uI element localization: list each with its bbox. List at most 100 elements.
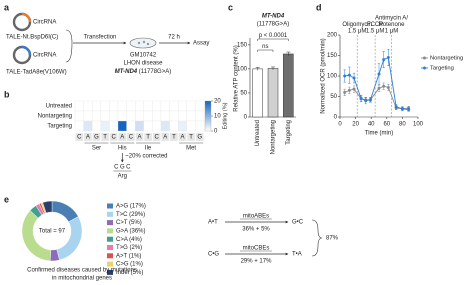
x-tick-label: Targeting — [286, 120, 292, 145]
legend-label: G>A (36%) — [116, 228, 146, 234]
panel-label: b — [4, 89, 10, 99]
share: 36% + 5% — [242, 227, 270, 233]
pie-slice — [42, 200, 53, 214]
heat-cell — [83, 120, 93, 132]
base-box — [178, 133, 187, 141]
base-letter: T — [103, 135, 107, 141]
colorbar — [204, 100, 212, 132]
heat-cell — [92, 100, 101, 112]
y-tick-label: 100 — [237, 66, 248, 72]
bracket — [65, 29, 73, 63]
heat-cell — [178, 120, 187, 132]
legend-swatch — [107, 211, 113, 217]
data-point — [382, 58, 386, 62]
data-point — [382, 84, 386, 88]
significance-label: p < 0.0001 — [259, 33, 288, 39]
construct-label: CircRNA — [33, 20, 56, 26]
base-pair: A•T — [208, 220, 218, 226]
series-line — [344, 56, 409, 111]
data-point — [377, 72, 381, 76]
colorbar-tick-label: 20 — [214, 99, 221, 105]
heat-cell — [169, 120, 179, 132]
amino-acid: Ile — [145, 146, 152, 152]
legend-label: C>A (4%) — [116, 237, 142, 243]
pie-slice — [21, 210, 52, 262]
base-letter: C — [129, 135, 134, 141]
base-letter: A — [120, 135, 124, 141]
heat-cell — [100, 110, 110, 122]
editor-scheme: A•T mitoABEs 36% + 5% G•C C•G mitoCBEs 2… — [208, 214, 339, 265]
heat-cell — [117, 120, 127, 132]
amino-acid: His — [118, 146, 127, 152]
x-tick-label: 0 — [338, 122, 342, 128]
legend-label: A>G (17%) — [116, 204, 146, 210]
cell — [146, 42, 150, 46]
base-letter: T — [172, 135, 176, 141]
x-axis-label: Time (min) — [365, 131, 393, 137]
data-point — [386, 85, 390, 89]
pie-slice — [56, 216, 83, 261]
heat-cell — [152, 110, 162, 122]
base-letter: A — [163, 135, 167, 141]
base-box — [84, 133, 92, 141]
significance-label: ns — [262, 44, 268, 50]
heat-cell — [152, 100, 162, 112]
heat-cell — [74, 120, 84, 132]
legend-swatch — [107, 228, 113, 234]
heat-cell — [186, 110, 196, 122]
panel-label: c — [228, 2, 233, 12]
heat-cell — [178, 110, 187, 122]
base-box — [118, 133, 127, 141]
legend-swatch — [107, 220, 113, 226]
base-letter: G — [197, 135, 202, 141]
heat-cell — [135, 100, 144, 112]
edited-base: G — [120, 165, 125, 171]
error-bar — [255, 67, 260, 71]
bar — [283, 53, 294, 118]
dish — [129, 37, 157, 49]
heat-cell — [126, 100, 136, 112]
heat-cell — [74, 110, 84, 122]
legend-label: Targeting — [430, 66, 454, 72]
data-point — [352, 87, 356, 91]
heat-cell — [83, 110, 93, 122]
injection-label: Rotenone — [378, 22, 405, 28]
legend-marker — [423, 66, 426, 70]
base-box — [109, 133, 118, 141]
heat-cell — [160, 100, 170, 112]
plasmid-insert — [21, 12, 32, 23]
base-box — [170, 133, 178, 141]
cell-line: GM10742 — [130, 53, 157, 59]
base-box — [195, 133, 204, 141]
data-point — [352, 76, 356, 80]
heat-cell — [152, 120, 162, 132]
data-point — [347, 88, 351, 92]
legend-swatch — [107, 203, 113, 209]
x-tick-label: 40 — [368, 122, 375, 128]
panel-label: d — [316, 2, 322, 12]
heat-cell — [126, 120, 136, 132]
y-tick-label: 150 — [237, 42, 248, 48]
x-tick-label: 100 — [413, 122, 424, 128]
base-pair: C•G — [208, 252, 219, 258]
chart-title: MT-ND4 — [262, 14, 285, 20]
heat-cell — [100, 120, 110, 132]
amino-acid: Arg — [118, 174, 127, 180]
share: 29% + 17% — [241, 259, 273, 265]
heat-cell — [109, 120, 119, 132]
legend-label: Indel (5%) — [116, 270, 143, 276]
heat-cell — [169, 100, 179, 112]
heat-cell — [92, 120, 101, 132]
data-point — [407, 108, 411, 112]
amino-acid: Ser — [92, 146, 101, 152]
cell — [137, 41, 141, 45]
legend-label: C>T (5%) — [116, 220, 142, 226]
x-tick-label: Untreated — [255, 120, 261, 146]
base-box — [144, 133, 152, 141]
heat-cell — [143, 120, 153, 132]
base-box — [92, 133, 101, 141]
error-bar — [271, 66, 275, 70]
injection-label: 1.5 μM — [366, 29, 384, 35]
y-tick-label: 0 — [244, 115, 248, 121]
